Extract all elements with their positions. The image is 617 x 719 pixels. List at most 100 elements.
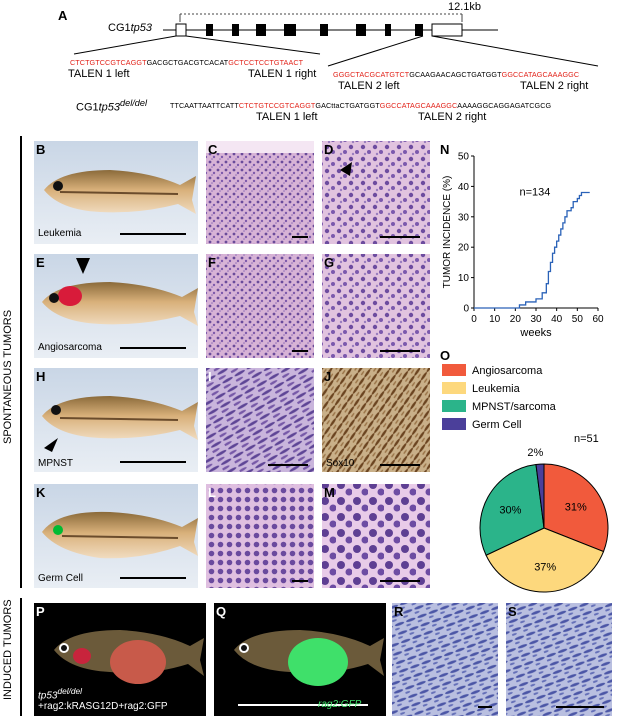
exon	[320, 24, 328, 36]
y-tick-label: 30	[458, 212, 470, 223]
histology-M	[322, 484, 430, 588]
fish-photo-leukemia	[34, 141, 198, 244]
legend-label: Germ Cell	[472, 419, 522, 431]
y-tick-label: 50	[458, 152, 470, 163]
pie-value-label: 30%	[499, 505, 521, 517]
exon	[415, 24, 423, 36]
y-tick-label: 40	[458, 182, 470, 193]
legend-swatch	[442, 364, 466, 376]
ihc-J	[322, 368, 430, 472]
legend-swatch	[442, 418, 466, 430]
caption-sox10: Sox10	[326, 458, 355, 469]
gene-structure-diagram	[73, 13, 599, 67]
incidence-curve	[474, 191, 590, 309]
zoom-line	[431, 35, 599, 67]
x-axis-label: weeks	[519, 327, 552, 339]
scale-bar	[380, 580, 420, 582]
scale-bar	[120, 577, 186, 579]
zoom-line	[73, 35, 177, 55]
sample-size-annotation: n=51	[574, 433, 599, 445]
x-tick-label: 60	[592, 314, 604, 325]
y-tick-label: 0	[463, 304, 469, 315]
exon	[284, 24, 296, 36]
scale-bar	[120, 347, 186, 349]
y-axis-label: TUMOR INCIDENCE (%)	[442, 176, 453, 289]
histology-G	[322, 254, 430, 358]
pie-slice-leukemia	[485, 527, 605, 593]
zoom-line	[185, 35, 321, 55]
fish-photo-germ-cell	[34, 484, 198, 588]
exon-last-utr	[431, 23, 463, 37]
panel-letter-Q: Q	[216, 604, 227, 619]
pie-slice-germ-cell	[535, 463, 545, 529]
legend-swatch	[442, 400, 466, 412]
scale-bar	[380, 236, 420, 238]
pie-slice-mpnst-sarcoma	[479, 463, 545, 556]
zoom-line	[327, 35, 424, 67]
induced-bracket	[20, 598, 22, 716]
caption-genotype-line2: +rag2:kRASG12D+rag2:GFP	[38, 701, 168, 712]
histology-S	[506, 603, 612, 716]
x-tick-label: 40	[551, 314, 563, 325]
spontaneous-bracket	[20, 136, 22, 588]
caption-rag2-gfp: rag2:GFP	[318, 699, 362, 710]
legend-label: MPNST/sarcoma	[472, 401, 557, 413]
scale-bar	[380, 350, 420, 352]
panel-letter-N: N	[440, 142, 450, 157]
scale-bar	[556, 706, 604, 708]
scale-bar	[120, 233, 186, 235]
x-tick-label: 50	[572, 314, 584, 325]
scale-bar	[292, 580, 308, 582]
panel-letter-P: P	[36, 604, 45, 619]
tumor-incidence-chart: 0 10 20 30 40 50 0 10 20 30 40 50 60 weeks TUMOR INCID…	[442, 152, 604, 340]
talen2-sequence: GGGCTACGCATGTCTGCAAGAACAGCTGATGGTGGCCATA…	[333, 70, 580, 79]
caption-angiosarcoma: Angiosarcoma	[38, 342, 102, 353]
histology-R	[392, 603, 498, 716]
arrow-marker	[44, 438, 58, 452]
panel-letter-E: E	[36, 255, 45, 270]
panel-letter-C: C	[208, 142, 218, 157]
legend-label: Angiosarcoma	[472, 365, 543, 377]
panel-letter-L: L	[208, 485, 216, 500]
talen1-left-label: TALEN 1 left	[68, 68, 130, 80]
tumor-type-pie-chart: Angiosarcoma Leukemia MPNST/sarcoma Germ Ce…	[442, 364, 609, 593]
histology-F	[206, 254, 314, 358]
scale-bar	[292, 236, 308, 238]
exon	[356, 24, 366, 36]
talen2-left-label: TALEN 2 left	[338, 80, 400, 92]
x-tick-label: 0	[471, 314, 477, 325]
panel-letter-B: B	[36, 142, 46, 157]
y-tick-label: 20	[458, 243, 470, 254]
histology-I	[206, 368, 314, 472]
pie-value-label: 37%	[534, 561, 556, 573]
panel-letter-F: F	[208, 255, 216, 270]
exon	[385, 24, 391, 36]
panel-letter-M: M	[324, 485, 335, 500]
histology-L	[206, 484, 314, 588]
panel-letter-D: D	[324, 142, 334, 157]
deletion-allele-label: CG1tp53del/del	[76, 98, 148, 114]
legend-label: Leukemia	[472, 383, 521, 395]
gene-label: CG1tp53	[108, 22, 153, 34]
panel-letter-K: K	[36, 485, 46, 500]
x-tick-label: 10	[489, 314, 501, 325]
x-tick-label: 30	[530, 314, 542, 325]
exon	[206, 24, 213, 36]
exon	[232, 24, 239, 36]
scale-bar	[478, 706, 492, 708]
arrow-marker	[76, 258, 90, 274]
sample-size-annotation: n=134	[519, 187, 550, 199]
y-tick-label: 10	[458, 273, 470, 284]
deletion-sequence: TTCAATTAATTCATTCTCTGTCCGTCAGGTGACttaCTGA…	[170, 101, 552, 110]
x-tick-label: 20	[510, 314, 522, 325]
exon-1-utr	[175, 23, 187, 37]
pie-value-label: 31%	[565, 501, 587, 513]
scale-bar	[268, 464, 308, 466]
caption-leukemia: Leukemia	[38, 228, 82, 239]
caption-mpnst: MPNST	[38, 458, 73, 469]
panel-letter-J: J	[324, 369, 332, 384]
caption-germ-cell: Germ Cell	[38, 573, 84, 584]
histology-C	[206, 141, 314, 244]
